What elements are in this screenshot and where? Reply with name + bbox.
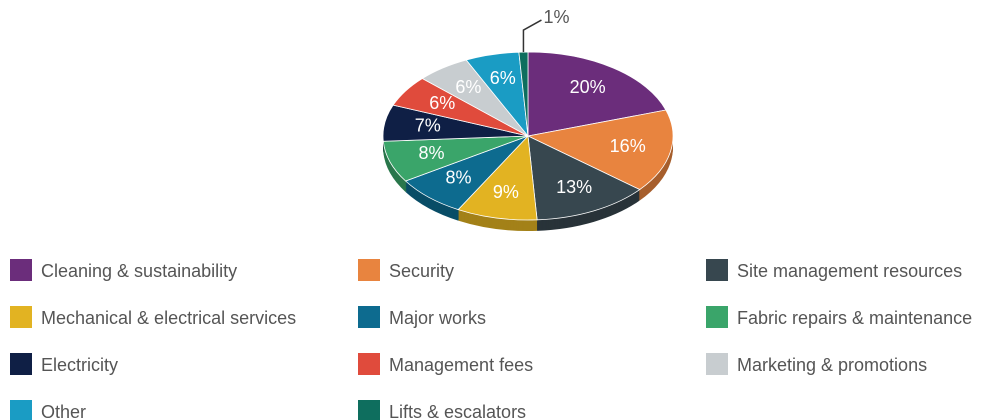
legend-label: Other <box>41 402 86 420</box>
legend-label: Mechanical & electrical services <box>41 308 296 328</box>
leader-line <box>522 19 542 53</box>
data-label: 6% <box>455 77 481 97</box>
legend-label: Management fees <box>389 355 533 375</box>
legend-label: Fabric repairs & maintenance <box>737 308 972 328</box>
legend-label: Site management resources <box>737 261 962 281</box>
data-label: 6% <box>429 93 455 113</box>
slice <box>457 135 538 221</box>
slice <box>518 51 529 137</box>
legend-label: Marketing & promotions <box>737 355 927 375</box>
legend-swatch <box>10 353 32 375</box>
data-label: 6% <box>490 68 516 88</box>
data-label: 16% <box>610 136 646 156</box>
legend-swatch <box>10 306 32 328</box>
data-label: 1% <box>543 7 569 27</box>
legend-swatch <box>358 353 380 375</box>
legend-swatch <box>358 400 380 420</box>
slice <box>526 109 674 191</box>
legend-swatch <box>706 259 728 281</box>
legend-swatch <box>706 306 728 328</box>
legend-label: Security <box>389 261 454 281</box>
legend-swatch <box>706 353 728 375</box>
data-label: 9% <box>493 182 519 202</box>
legend-label: Electricity <box>41 355 118 375</box>
legend-swatch <box>10 400 32 420</box>
legend-label: Cleaning & sustainability <box>41 261 237 281</box>
legend-label: Lifts & escalators <box>389 402 526 420</box>
legend-swatch <box>10 259 32 281</box>
data-label: 8% <box>446 168 472 188</box>
legend-label: Major works <box>389 308 486 328</box>
legend-swatch <box>358 259 380 281</box>
data-label: 13% <box>556 177 592 197</box>
slice <box>527 135 641 221</box>
data-label: 20% <box>570 77 606 97</box>
legend-swatch <box>358 306 380 328</box>
slice <box>527 51 667 137</box>
data-label: 7% <box>415 116 441 136</box>
data-label: 8% <box>418 143 444 163</box>
